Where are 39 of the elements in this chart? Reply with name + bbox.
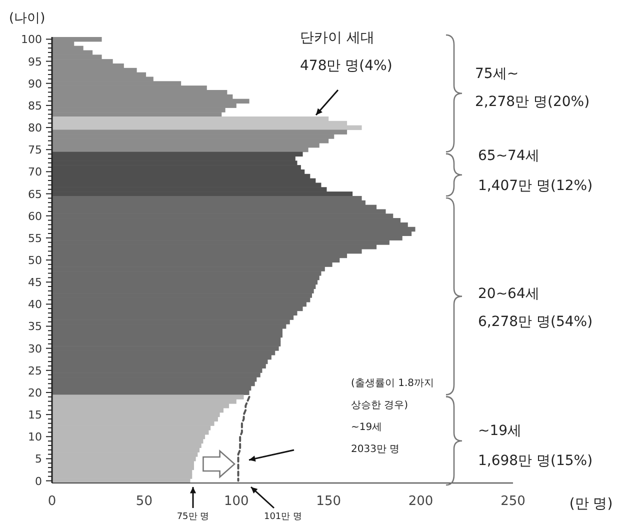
x-tick-label: 0 (48, 494, 56, 509)
y-tick-label: 50 (28, 254, 42, 267)
y-tick-label: 35 (28, 320, 42, 334)
y-tick-label: 90 (28, 77, 42, 90)
y-tick-label: 10 (28, 430, 42, 444)
y-tick-label: 30 (28, 342, 42, 356)
y-tick-label: 95 (28, 55, 42, 68)
y-tick-label: 65 (28, 188, 42, 201)
y-tick-label: 85 (28, 99, 42, 112)
annotation: 75세~ 2,278만 명(20%) (475, 66, 590, 110)
y-tick-label: 0 (35, 474, 42, 488)
y-tick-label: 75 (28, 144, 42, 157)
y-tick-label: 40 (28, 298, 42, 312)
y-tick-label: 55 (28, 232, 42, 245)
y-tick-label: 80 (28, 122, 42, 135)
y-axis-title: (나이) (9, 11, 46, 26)
y-tick-label: 15 (28, 408, 42, 422)
bar (52, 37, 102, 42)
annotation: 65~74세 1,407만 명(12%) (478, 148, 593, 194)
annotation: ~19세 1,698만 명(15%) (478, 423, 593, 469)
annotation: 20~64세 6,278만 명(54%) (478, 286, 593, 330)
x-tick-label: 200 (408, 494, 434, 509)
x-tick-label: 150 (316, 494, 342, 509)
y-tick-label: 25 (28, 364, 42, 378)
annotation: 단카이 세대 478만 명(4%) (300, 30, 392, 74)
x-tick-label: 50 (136, 494, 152, 509)
text: 75만 명 (176, 512, 210, 522)
x-tick-label: 100 (224, 494, 249, 509)
x-tick-label: 250 (500, 494, 526, 509)
bar (52, 196, 362, 201)
y-tick-label: 45 (28, 276, 42, 290)
text: 101만 명 (264, 512, 302, 522)
y-tick-label: 60 (28, 210, 42, 223)
y-tick-label: 100 (21, 33, 42, 46)
y-tick-label: 70 (28, 166, 42, 179)
y-tick-label: 5 (35, 452, 42, 466)
y-tick-label: 20 (28, 386, 42, 400)
annotation: (출생률이 1.8까지 상승한 경우) ~19세 2033만 명 (351, 378, 434, 455)
x-axis-title: (만 명) (569, 496, 613, 512)
